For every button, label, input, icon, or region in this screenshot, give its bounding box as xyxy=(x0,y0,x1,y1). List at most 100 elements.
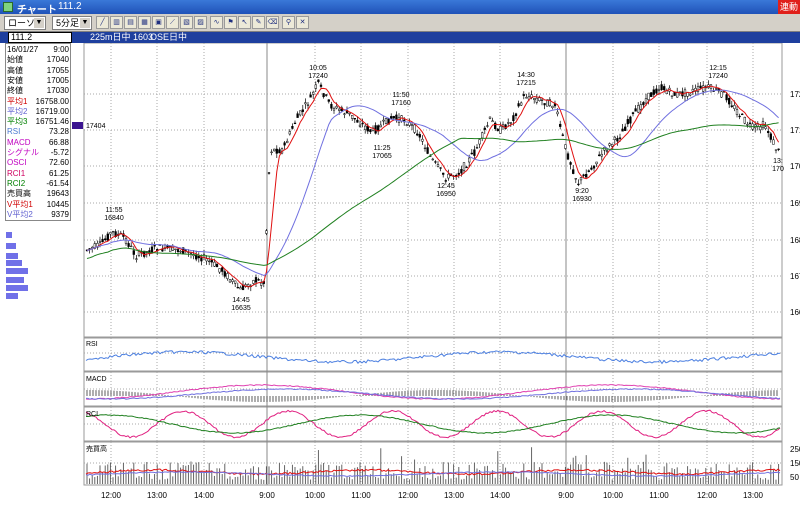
candle-body xyxy=(512,115,515,121)
info-value: 16719.00 xyxy=(35,106,69,116)
info-value: -61.54 xyxy=(46,178,69,188)
candle-chart-icon[interactable]: ▤ xyxy=(124,16,137,29)
candle-body xyxy=(738,115,741,118)
candle-body xyxy=(608,143,611,146)
bar-chart-icon[interactable]: ▥ xyxy=(110,16,123,29)
candle-body xyxy=(416,133,419,136)
candle-body xyxy=(517,103,520,107)
candle-body xyxy=(626,119,629,125)
candle-body xyxy=(444,180,447,182)
indicator-icon[interactable]: ∿ xyxy=(210,16,223,29)
candle-body xyxy=(169,245,172,252)
candle-body xyxy=(356,119,359,123)
candle-body xyxy=(605,150,609,152)
info-value: 73.28 xyxy=(48,127,69,137)
candle-body xyxy=(611,143,614,147)
info-row: 始値 17040 xyxy=(6,55,70,65)
y-axis-label: 172 xyxy=(790,90,800,99)
candle-body xyxy=(332,108,336,111)
candle-body xyxy=(309,94,312,98)
volume-panel-title: 売買高 xyxy=(86,444,107,453)
candle-body xyxy=(777,148,780,151)
candle-body xyxy=(733,105,736,109)
x-axis-label: 9:00 xyxy=(558,491,574,500)
compare-icon[interactable]: ▣ xyxy=(152,16,165,29)
annotation-time: 14:30 xyxy=(517,72,535,79)
interval-select[interactable]: 5分足 ▼ xyxy=(52,16,92,30)
info-label: RCI1 xyxy=(7,168,26,178)
macd-signal-line xyxy=(85,388,781,401)
search-icon[interactable]: ⚲ xyxy=(282,16,295,29)
candle-body xyxy=(421,138,424,142)
chart-canvas[interactable]: 172 171 170 169 168 167 166 250 150 50 12:00 13:00 1… xyxy=(0,43,800,507)
info-row: V平均1 10445 xyxy=(6,200,70,210)
annotation-time: 13: xyxy=(773,158,783,165)
rsi-panel-title: RSI xyxy=(86,341,98,348)
volume-axis-label: 50 xyxy=(790,473,799,482)
x-axis-label: 13:00 xyxy=(743,491,764,500)
trend-line-icon[interactable]: ⟋ xyxy=(166,16,179,29)
line-chart-icon[interactable]: ╱ xyxy=(96,16,109,29)
info-value: 66.88 xyxy=(48,137,69,147)
candle-body xyxy=(670,95,674,97)
candle-body xyxy=(343,113,346,115)
info-row: 売買高 19643 xyxy=(6,189,70,199)
candle-body xyxy=(379,124,382,128)
chart-type-value: ローソク xyxy=(8,18,45,28)
info-row: 平均2 16719.00 xyxy=(6,107,70,117)
candle-body xyxy=(720,91,723,98)
chart-settings-icon[interactable]: ▧ xyxy=(180,16,193,29)
annotation-time: 11:55 xyxy=(106,207,123,214)
chart-window-icon[interactable]: ▨ xyxy=(194,16,207,29)
info-label: シグナル xyxy=(7,148,39,157)
candle-body xyxy=(109,232,112,235)
candle-body xyxy=(486,125,489,127)
status-badge[interactable]: 連動 xyxy=(778,0,800,14)
info-value: 9379 xyxy=(51,209,69,219)
info-row: 安値 17005 xyxy=(6,76,70,86)
candle-body xyxy=(382,119,385,122)
candle-body xyxy=(197,255,200,259)
symbol-input[interactable]: 111.2 xyxy=(8,32,72,43)
candle-body xyxy=(239,287,242,290)
volume-profile-bar xyxy=(6,268,28,274)
chevron-down-icon[interactable]: ▼ xyxy=(34,18,44,28)
info-row: 16/01/27 9:00 xyxy=(6,45,70,55)
candle-body xyxy=(439,167,442,169)
volume-profile-bar xyxy=(6,232,12,238)
annotation-time: 12:15 xyxy=(709,65,727,72)
candle-body xyxy=(540,99,544,101)
candle-body xyxy=(221,267,224,272)
rci-line-1 xyxy=(85,409,781,439)
volume-profile-bar xyxy=(6,293,18,299)
delete-icon[interactable]: ✕ xyxy=(296,16,309,29)
candle-body xyxy=(317,79,320,82)
candle-body xyxy=(106,233,109,241)
symbol-bar: 225m日中 1603 OSE日中 xyxy=(0,32,800,43)
candle-body xyxy=(447,173,450,179)
candle-body xyxy=(319,84,323,87)
candle-body xyxy=(624,126,627,131)
volume-profile-bar xyxy=(6,285,28,291)
candle-body xyxy=(735,109,739,115)
annotation-price: 17215 xyxy=(516,80,536,87)
candle-body xyxy=(725,94,728,101)
y-axis-label: 170 xyxy=(790,162,800,171)
pen-icon[interactable]: ✎ xyxy=(252,16,265,29)
info-row: 終値 17030 xyxy=(6,86,70,96)
point-figure-icon[interactable]: ▦ xyxy=(138,16,151,29)
annotation-time: 11:50 xyxy=(393,92,410,99)
eraser-icon[interactable]: ⌫ xyxy=(266,16,279,29)
info-row: MACD 66.88 xyxy=(6,138,70,148)
candle-body xyxy=(189,252,193,255)
annotation-time: 9:20 xyxy=(575,188,589,195)
chart-type-select[interactable]: ローソク ▼ xyxy=(4,16,46,30)
candle-body xyxy=(525,97,528,99)
candle-body xyxy=(465,166,468,169)
cursor-icon[interactable]: ↖ xyxy=(238,16,251,29)
flag-icon[interactable]: ⚑ xyxy=(224,16,237,29)
candle-body xyxy=(741,113,744,116)
chevron-down-icon[interactable]: ▼ xyxy=(80,18,90,28)
candle-body xyxy=(579,177,583,181)
info-value: 17040 xyxy=(46,55,69,65)
